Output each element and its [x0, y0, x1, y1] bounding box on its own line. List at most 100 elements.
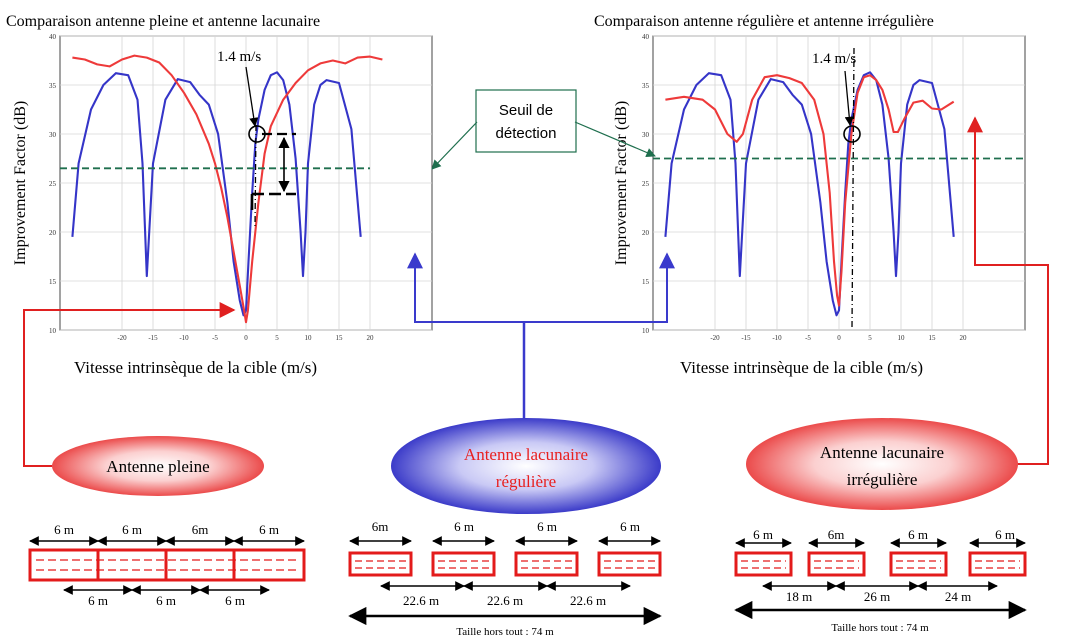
right-plot-grid	[653, 35, 1025, 331]
left-x-tick-label: 20	[367, 334, 375, 342]
left-y-tick-label: 20	[49, 229, 57, 237]
dimension-label: 6 m	[753, 527, 773, 542]
antenna-irreguliere-elements	[734, 551, 1027, 577]
antenna-pleine-diagram: 6 m 6 m 6m 6 m 6 m 6 m 6 m	[28, 522, 306, 608]
ellipse-pleine: Antenne pleine	[52, 436, 264, 496]
left-y-tick-label: 30	[49, 131, 57, 139]
left-x-tick-label: -5	[212, 334, 218, 342]
right-x-tick-label: 5	[868, 334, 872, 342]
right-x-tick-label: -15	[741, 334, 751, 342]
dimension-label: 26 m	[864, 589, 890, 604]
left-plot-tick-labels: -20 -15 -10 -5 0 5 10 15 20 10 15 20 25 30 35 40	[49, 33, 374, 342]
antenna-element	[807, 551, 866, 577]
left-y-tick-label: 40	[49, 33, 57, 41]
dimension-label: 6m	[828, 527, 845, 542]
antenna-element	[889, 551, 948, 577]
left-series-line-0	[71, 71, 362, 317]
left-plot-ylabel: Improvement Factor (dB)	[12, 101, 29, 265]
threshold-callout-line1: Seuil de	[499, 102, 553, 119]
right-plot-tick-labels: -20 -15 -10 -5 0 5 10 15 20 10 15 20 25 30 35 40	[642, 33, 967, 342]
dimension-label: 6 m	[156, 593, 176, 608]
antenna-element	[96, 548, 168, 582]
right-x-tick-label: -5	[805, 334, 811, 342]
ellipse-reguliere-line1: Antenne lacunaire	[464, 445, 588, 464]
right-speed-arrow	[844, 70, 854, 126]
right-x-tick-label: -10	[772, 334, 782, 342]
right-speed-annotation: 1.4 m/s	[812, 51, 856, 67]
right-series-line-1	[665, 74, 955, 307]
dimension-label: 6 m	[908, 527, 928, 542]
pleine-connector	[23, 302, 236, 467]
total-size-label: Taille hors tout : 74 m	[831, 622, 929, 634]
dimension-label: 6 m	[537, 519, 557, 534]
threshold-callout-box	[475, 89, 577, 153]
ellipse-irreguliere-line1: Antenne lacunaire	[820, 443, 944, 462]
antenna-element	[734, 551, 793, 577]
irreguliere-connector	[967, 116, 1049, 465]
right-x-tick-label: 20	[960, 334, 968, 342]
ellipse-reguliere: Antenne lacunaire régulière	[391, 418, 661, 514]
right-y-tick-label: 15	[642, 278, 650, 286]
left-y-tick-label: 15	[49, 278, 57, 286]
left-y-tick-label: 35	[49, 82, 57, 90]
left-x-tick-label: -20	[117, 334, 127, 342]
left-speed-annotation: 1.4 m/s	[217, 49, 261, 65]
dimension-label: 6m	[192, 522, 209, 537]
antenna-irreguliere-diagram: 6 m 6m 6 m 6 m 18 m 26 m 24 m Taille hor…	[734, 527, 1027, 634]
ellipse-reguliere-line2: régulière	[496, 472, 556, 491]
reguliere-connector-right	[524, 252, 675, 323]
ellipse-irreguliere-line2: irrégulière	[847, 470, 918, 489]
right-y-tick-label: 10	[642, 327, 650, 335]
ellipse-pleine-label: Antenne pleine	[106, 457, 209, 476]
dimension-label: 22.6 m	[487, 593, 523, 608]
right-y-tick-label: 30	[642, 131, 650, 139]
threshold-callout: Seuil de détection	[431, 89, 656, 170]
antenna-element	[968, 551, 1027, 577]
left-series-line-1	[72, 54, 383, 324]
right-y-tick-label: 25	[642, 180, 650, 188]
dimension-label: 18 m	[786, 589, 812, 604]
left-plot-grid	[60, 35, 432, 331]
left-plot: -20 -15 -10 -5 0 5 10 15 20 10 15 20 25 30 35 40	[49, 33, 433, 342]
left-y-tick-label: 10	[49, 327, 57, 335]
threshold-arrow-right	[574, 121, 656, 158]
left-vertical-dashdot	[254, 124, 257, 229]
dimension-label: 6 m	[259, 522, 279, 537]
dimension-label: 6 m	[225, 593, 245, 608]
antenna-reguliere-diagram: 6m 6 m 6 m 6 m 22.6 m 22.6 m 22.6 m Tail…	[348, 519, 662, 638]
dimension-label: 6 m	[995, 527, 1015, 542]
antenna-element	[164, 548, 236, 582]
right-detection-circle	[843, 125, 861, 143]
antenna-element	[348, 551, 413, 577]
right-plot-ylabel: Improvement Factor (dB)	[613, 101, 630, 265]
antenna-reguliere-elements	[348, 551, 662, 577]
left-speed-arrow	[245, 66, 259, 127]
dimension-label: 6 m	[620, 519, 640, 534]
left-plot-xlabel: Vitesse intrinsèque de la cible (m/s)	[74, 358, 317, 377]
left-plot-series	[60, 54, 383, 324]
right-plot-xlabel: Vitesse intrinsèque de la cible (m/s)	[680, 358, 923, 377]
right-x-tick-label: 10	[898, 334, 906, 342]
left-x-tick-label: -15	[148, 334, 158, 342]
right-x-tick-label: -20	[710, 334, 720, 342]
dimension-label: 6m	[372, 519, 389, 534]
antenna-pleine-elements	[28, 548, 306, 582]
threshold-callout-line2: détection	[496, 125, 557, 142]
threshold-arrow-left	[431, 121, 478, 170]
right-plot: -20 -15 -10 -5 0 5 10 15 20 10 15 20 25 30 35 40	[642, 33, 1026, 342]
dimension-label: 24 m	[945, 589, 971, 604]
right-x-tick-label: 0	[837, 334, 841, 342]
left-plot-title: Comparaison antenne pleine et antenne la…	[6, 13, 320, 30]
dimension-label: 6 m	[454, 519, 474, 534]
antenna-element	[597, 551, 662, 577]
dimension-label: 6 m	[88, 593, 108, 608]
antenna-element	[232, 548, 306, 582]
total-size-label: Taille hors tout : 74 m	[456, 626, 554, 638]
right-plot-series	[653, 71, 1025, 317]
left-y-tick-label: 25	[49, 180, 57, 188]
dimension-label: 22.6 m	[570, 593, 606, 608]
left-x-tick-label: -10	[179, 334, 189, 342]
dimension-label: 22.6 m	[403, 593, 439, 608]
right-series-line-0	[664, 71, 955, 317]
